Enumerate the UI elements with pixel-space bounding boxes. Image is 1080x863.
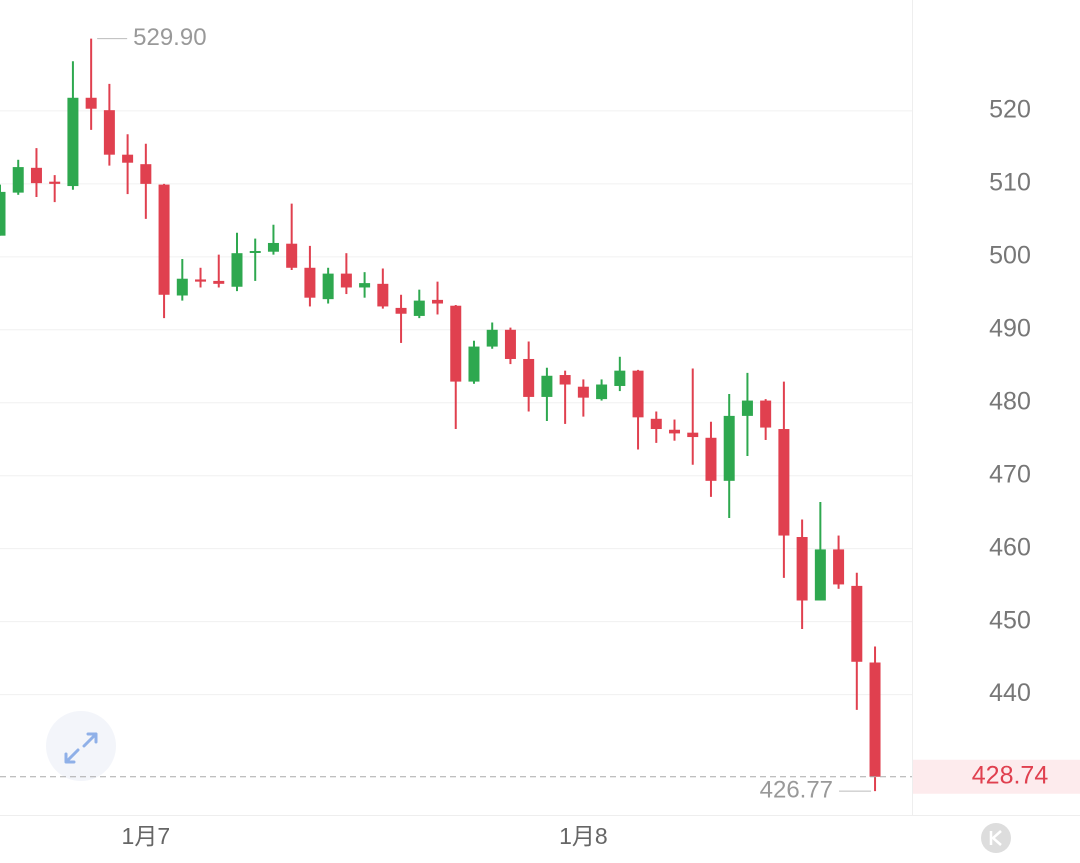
expand-bg[interactable]	[46, 711, 116, 781]
low-label: 426.77	[760, 776, 833, 803]
candle-body	[541, 375, 553, 397]
y-tick-label: 440	[989, 679, 1031, 707]
candle-body	[833, 549, 845, 585]
candle-body	[267, 242, 279, 252]
expand-button[interactable]	[46, 711, 116, 781]
candle-body	[85, 97, 97, 109]
candle-body	[760, 400, 772, 428]
y-tick-label: 500	[989, 241, 1031, 269]
candle-body	[122, 154, 134, 163]
candle-body	[559, 375, 571, 385]
candle-body	[723, 415, 735, 481]
k-bg[interactable]	[981, 823, 1011, 853]
k-icon[interactable]	[989, 830, 1002, 846]
candle-body	[577, 386, 589, 398]
candle-body	[869, 662, 881, 777]
x-tick-label: 1月8	[559, 823, 608, 849]
candle-body	[650, 418, 662, 430]
candle-body	[705, 437, 717, 481]
candle-body	[486, 329, 498, 347]
candle-body	[468, 346, 480, 382]
candle-body	[632, 370, 644, 418]
candle-body	[67, 97, 79, 187]
candle-body	[286, 243, 298, 268]
candle-body	[778, 429, 790, 536]
candle-body	[103, 110, 115, 155]
candle-body	[395, 307, 407, 314]
candle-body	[176, 278, 188, 296]
y-tick-label: 470	[989, 460, 1031, 488]
candle-body	[140, 164, 152, 184]
plot	[0, 38, 912, 792]
candle-body	[687, 432, 699, 438]
candle-body	[504, 329, 516, 359]
candle-body	[741, 400, 753, 416]
last-price-label: 428.74	[972, 761, 1049, 789]
y-tick-label: 490	[989, 314, 1031, 342]
candle-body	[322, 273, 334, 300]
candle-body	[796, 537, 808, 601]
candle-body	[49, 181, 61, 184]
x-tick-label: 1月7	[122, 823, 171, 849]
k-button[interactable]	[981, 823, 1011, 853]
candle-body	[413, 300, 425, 316]
candle-body	[359, 283, 371, 288]
high-label: 529.90	[133, 24, 206, 51]
last-price-bg	[913, 759, 1080, 794]
candle-body	[814, 549, 826, 601]
candle-body	[213, 280, 225, 284]
candle-body	[195, 279, 207, 282]
candle-body	[851, 585, 863, 662]
candle-body	[30, 167, 42, 184]
candle-body	[340, 273, 352, 288]
candle-body	[614, 370, 626, 386]
expand-icon[interactable]	[64, 732, 98, 764]
y-tick-label: 480	[989, 387, 1031, 415]
candle-body	[450, 305, 462, 382]
candle-body	[231, 253, 243, 287]
candle-body	[12, 167, 24, 193]
candle-body	[523, 358, 535, 397]
y-tick-label: 510	[989, 168, 1031, 196]
candle-body	[249, 250, 261, 253]
candle-body	[304, 267, 316, 298]
y-tick-label: 450	[989, 606, 1031, 634]
candle-body	[669, 429, 681, 434]
candle-body	[158, 184, 170, 295]
candle-body	[0, 191, 6, 236]
candle-body	[596, 384, 608, 400]
y-tick-label: 460	[989, 533, 1031, 561]
y-tick-label: 520	[989, 96, 1031, 124]
candle-body	[432, 299, 444, 304]
candle-body	[377, 283, 389, 307]
